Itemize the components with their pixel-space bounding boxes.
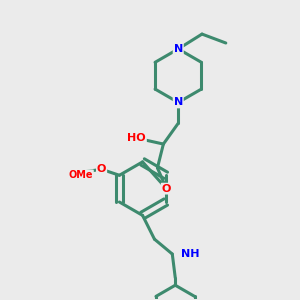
Text: O: O (97, 164, 106, 174)
Text: N: N (174, 44, 183, 54)
Text: NH: NH (181, 249, 200, 259)
Text: HO: HO (127, 133, 146, 143)
Text: O: O (162, 184, 171, 194)
Text: N: N (174, 98, 183, 107)
Text: OMe: OMe (68, 170, 93, 180)
